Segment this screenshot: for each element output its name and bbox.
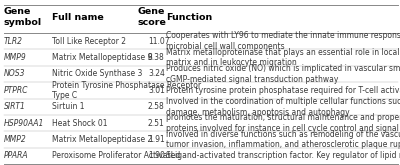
Text: Produces nitric oxide (NO) which is implicated in vascular smooth muscle relaxat: Produces nitric oxide (NO) which is impl… bbox=[166, 64, 400, 84]
Text: Protein tyrosine protein phosphatase required for T-cell activation through the : Protein tyrosine protein phosphatase req… bbox=[166, 86, 400, 95]
Text: PTPRC: PTPRC bbox=[4, 86, 28, 95]
Text: PPARA: PPARA bbox=[4, 151, 29, 161]
Text: HSP90AA1: HSP90AA1 bbox=[4, 119, 44, 128]
Text: involved in diverse functions such as remodeling of the vasculature, angiogenesi: involved in diverse functions such as re… bbox=[166, 130, 400, 149]
Text: SIRT1: SIRT1 bbox=[4, 102, 26, 111]
Text: 11.07: 11.07 bbox=[148, 37, 170, 46]
Text: Function: Function bbox=[166, 13, 212, 22]
Text: Heat Shock 01: Heat Shock 01 bbox=[52, 119, 108, 128]
Text: Gene
symbol: Gene symbol bbox=[4, 7, 42, 27]
Text: SLigand-activated transcription factor. Key regulator of lipid metabolism: SLigand-activated transcription factor. … bbox=[166, 151, 400, 161]
Text: Gene
score: Gene score bbox=[138, 7, 167, 27]
Text: Full name: Full name bbox=[52, 13, 104, 22]
Text: NOS3: NOS3 bbox=[4, 69, 26, 79]
Text: Toll Like Receptor 2: Toll Like Receptor 2 bbox=[52, 37, 126, 46]
Text: 1.90: 1.90 bbox=[148, 151, 165, 161]
Text: Matrix Metallopeptidase 2: Matrix Metallopeptidase 2 bbox=[52, 135, 152, 144]
Text: MMP9: MMP9 bbox=[4, 53, 27, 62]
Text: Matrix Metallopeptidase 9: Matrix Metallopeptidase 9 bbox=[52, 53, 152, 62]
Text: Peroxisome Proliferator Activated: Peroxisome Proliferator Activated bbox=[52, 151, 180, 161]
Text: 2.58: 2.58 bbox=[148, 102, 165, 111]
Text: 3.01: 3.01 bbox=[148, 86, 165, 95]
Text: Protein Tyrosine Phosphatase Receptor
Type C: Protein Tyrosine Phosphatase Receptor Ty… bbox=[52, 81, 201, 100]
Text: MMP2: MMP2 bbox=[4, 135, 27, 144]
Text: TLR2: TLR2 bbox=[4, 37, 23, 46]
Text: Cooperates with LY96 to mediate the innate immune response to bacterial lipoprot: Cooperates with LY96 to mediate the inna… bbox=[166, 31, 400, 51]
Text: 2.51: 2.51 bbox=[148, 119, 165, 128]
Text: promotes the maturation, structural maintenance and proper regulation of specifi: promotes the maturation, structural main… bbox=[166, 113, 400, 133]
Text: Nitric Oxide Synthase 3: Nitric Oxide Synthase 3 bbox=[52, 69, 142, 79]
Text: 3.24: 3.24 bbox=[148, 69, 165, 79]
Text: 8.38: 8.38 bbox=[148, 53, 165, 62]
Text: Matrix metalloproteinase that plays an essential role in local proteolysis of th: Matrix metalloproteinase that plays an e… bbox=[166, 48, 400, 67]
Text: Involved in the coordination of multiple cellular functions such as cell cycle, : Involved in the coordination of multiple… bbox=[166, 97, 400, 117]
Text: 1.91: 1.91 bbox=[148, 135, 165, 144]
Text: Sirtuin 1: Sirtuin 1 bbox=[52, 102, 84, 111]
